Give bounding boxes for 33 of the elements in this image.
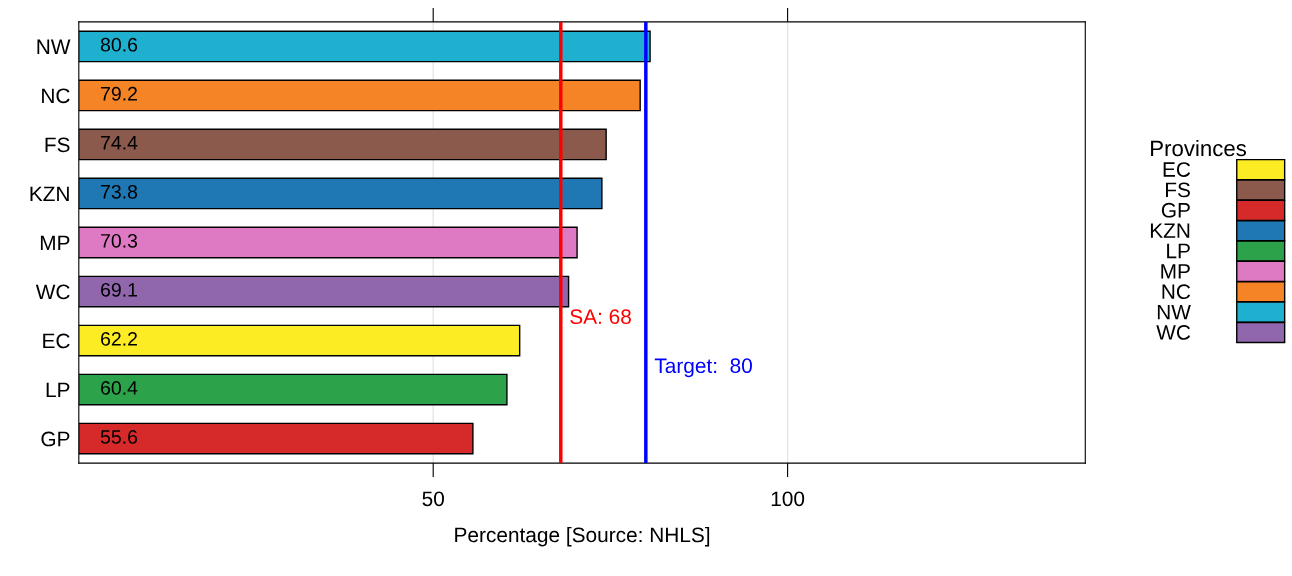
x-tick-label: 100	[771, 491, 805, 507]
ref-line-label: SA: 68	[570, 309, 631, 325]
y-tick-label: WC	[35, 284, 70, 300]
data-label: 79.2	[101, 86, 137, 101]
data-label: 62.2	[101, 331, 137, 346]
y-tick-label: KZN	[30, 186, 69, 202]
legend-label: NW	[1157, 304, 1191, 320]
legend-title: Provinces	[1151, 139, 1247, 157]
y-tick-label: MP	[40, 235, 70, 251]
ref-line-label: Target: 80	[654, 358, 752, 378]
x-axis-title: Percentage [Source: NHLS]	[455, 526, 710, 547]
legend-label: GP	[1161, 202, 1190, 218]
data-label: 69.1	[101, 282, 137, 297]
legend-label: LP	[1167, 243, 1190, 259]
legend-label: WC	[1156, 325, 1191, 340]
legend-label: MP	[1161, 264, 1190, 279]
legend-label: EC	[1163, 162, 1191, 177]
y-tick-label: GP	[41, 431, 70, 447]
y-tick-label: LP	[46, 382, 70, 398]
data-label: 80.6	[100, 37, 138, 52]
data-label: 73.8	[101, 184, 138, 199]
data-label: 55.6	[100, 430, 138, 444]
y-tick-label: NC	[42, 88, 70, 104]
data-label: 70.3	[101, 233, 138, 248]
y-tick-label: FS	[45, 137, 70, 153]
x-tick-label: 50	[422, 491, 444, 507]
y-tick-label: EC	[43, 333, 70, 349]
legend-label: FS	[1166, 182, 1190, 198]
data-label: 60.4	[101, 381, 138, 395]
legend-label: KZN	[1150, 223, 1190, 238]
data-label: 74.4	[101, 136, 138, 150]
y-tick-label: NW	[37, 39, 71, 54]
legend-label: NC	[1162, 284, 1191, 300]
